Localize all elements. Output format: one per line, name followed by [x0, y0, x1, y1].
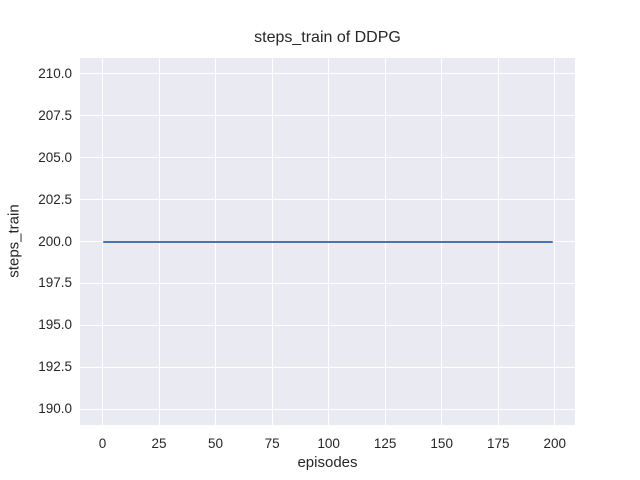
x-axis-label: episodes — [297, 454, 358, 471]
gridline-horizontal — [80, 324, 575, 326]
y-tick-label: 205.0 — [38, 149, 72, 165]
gridline-horizontal — [80, 282, 575, 284]
x-tick-label: 25 — [151, 436, 167, 451]
x-tick-label: 50 — [208, 436, 224, 451]
y-tick-label: 202.5 — [38, 191, 72, 207]
y-tick-label: 200.0 — [38, 233, 72, 249]
y-tick-label: 207.5 — [38, 107, 72, 123]
gridline-horizontal — [80, 366, 575, 368]
x-tick-label: 0 — [98, 436, 107, 451]
chart-title: steps_train of DDPG — [254, 29, 401, 46]
gridline-horizontal — [80, 157, 575, 159]
plot-area — [80, 58, 575, 425]
x-tick-label: 175 — [486, 436, 510, 451]
y-tick-label: 192.5 — [38, 359, 72, 375]
y-tick-label: 195.0 — [38, 317, 72, 333]
x-tick-label: 125 — [373, 436, 397, 451]
y-tick-label: 197.5 — [38, 275, 72, 291]
data-line — [102, 240, 553, 243]
gridline-horizontal — [80, 73, 575, 75]
y-tick-label: 190.0 — [38, 401, 72, 417]
x-tick-label: 75 — [264, 436, 280, 451]
x-tick-label: 200 — [543, 436, 567, 451]
gridline-horizontal — [80, 199, 575, 201]
y-tick-label: 210.0 — [38, 65, 72, 81]
gridline-horizontal — [80, 115, 575, 117]
gridline-horizontal — [80, 408, 575, 410]
x-tick-label: 150 — [430, 436, 453, 451]
x-tick-label: 100 — [317, 436, 340, 451]
